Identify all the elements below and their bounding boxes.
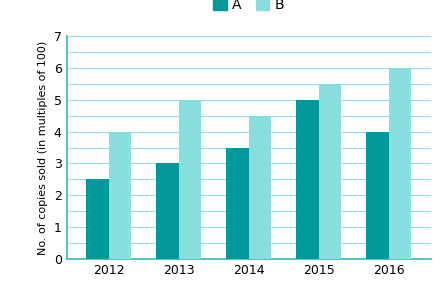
Bar [156,164,178,259]
Bar [109,131,131,259]
Bar [178,100,201,259]
Legend: A, B: A, B [209,0,289,16]
Bar [249,116,271,259]
Y-axis label: No. of copies sold (in multiples of 100): No. of copies sold (in multiples of 100) [38,41,48,254]
Bar [296,100,319,259]
Bar [226,148,249,259]
Bar [366,131,388,259]
Bar [86,179,109,259]
Bar [319,84,341,259]
Bar [388,68,411,259]
